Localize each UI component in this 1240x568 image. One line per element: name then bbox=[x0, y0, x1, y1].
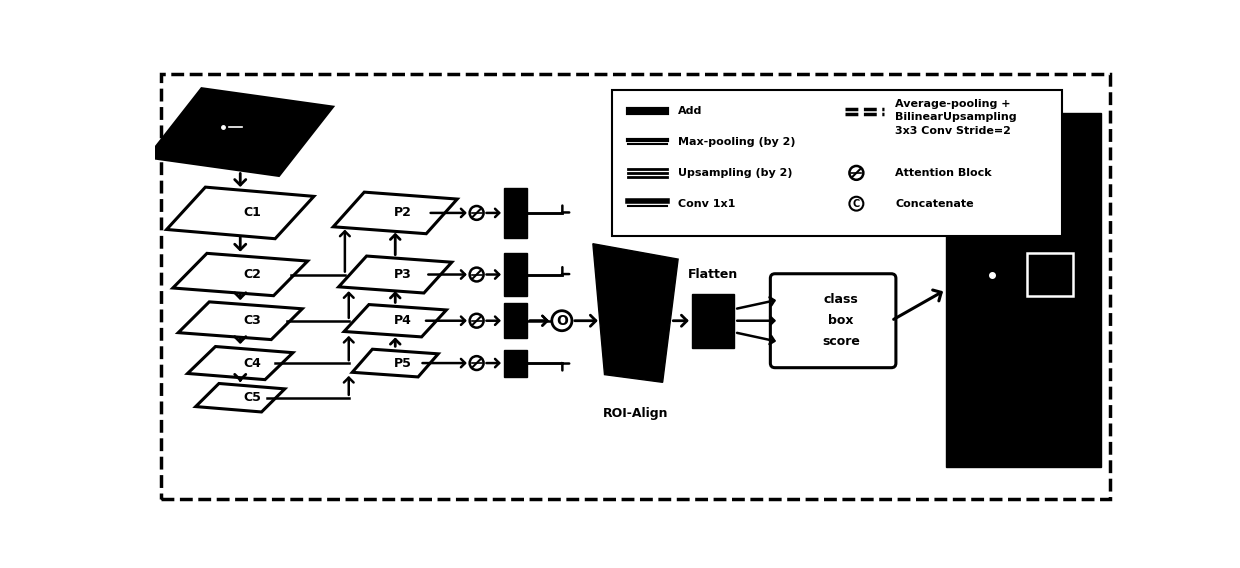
Polygon shape bbox=[593, 244, 678, 382]
Text: box: box bbox=[828, 314, 853, 327]
Bar bbox=[503, 188, 527, 238]
Bar bbox=[692, 294, 734, 348]
Text: class: class bbox=[823, 293, 858, 306]
Text: Upsampling (by 2): Upsampling (by 2) bbox=[678, 168, 792, 178]
Text: P2: P2 bbox=[394, 206, 412, 219]
Text: C: C bbox=[853, 199, 861, 208]
Text: P5: P5 bbox=[394, 357, 412, 370]
Bar bbox=[1027, 253, 1074, 296]
Polygon shape bbox=[172, 253, 308, 296]
Text: Concatenate: Concatenate bbox=[895, 199, 973, 208]
Polygon shape bbox=[187, 346, 293, 379]
Bar bbox=[945, 113, 1101, 467]
Circle shape bbox=[470, 356, 484, 370]
Polygon shape bbox=[179, 302, 303, 340]
Text: O: O bbox=[556, 314, 568, 328]
Text: BilinearUpsampling: BilinearUpsampling bbox=[895, 112, 1017, 123]
Polygon shape bbox=[196, 383, 285, 412]
Text: Average-pooling +: Average-pooling + bbox=[895, 99, 1011, 108]
Text: C4: C4 bbox=[243, 357, 260, 370]
Polygon shape bbox=[339, 256, 451, 293]
Circle shape bbox=[849, 166, 863, 180]
Bar bbox=[503, 253, 527, 296]
Bar bbox=[503, 303, 527, 338]
Bar bbox=[613, 90, 1061, 236]
Circle shape bbox=[849, 197, 863, 211]
FancyBboxPatch shape bbox=[770, 274, 895, 367]
Polygon shape bbox=[352, 349, 438, 377]
Text: Add: Add bbox=[678, 106, 703, 116]
Polygon shape bbox=[334, 192, 458, 233]
Circle shape bbox=[552, 311, 572, 331]
Text: C3: C3 bbox=[243, 314, 260, 327]
Circle shape bbox=[470, 314, 484, 328]
Text: score: score bbox=[822, 335, 859, 348]
Circle shape bbox=[470, 268, 484, 282]
Circle shape bbox=[470, 206, 484, 220]
Text: Conv 1x1: Conv 1x1 bbox=[678, 199, 735, 208]
Text: Attention Block: Attention Block bbox=[895, 168, 992, 178]
Text: C1: C1 bbox=[243, 206, 260, 219]
Text: C5: C5 bbox=[243, 391, 260, 404]
Text: C2: C2 bbox=[243, 268, 260, 281]
Text: ROI-Align: ROI-Align bbox=[603, 407, 668, 420]
Text: Flatten: Flatten bbox=[688, 268, 738, 281]
Text: P4: P4 bbox=[394, 314, 412, 327]
Text: P3: P3 bbox=[394, 268, 412, 281]
Polygon shape bbox=[166, 187, 314, 239]
Text: 3x3 Conv Stride=2: 3x3 Conv Stride=2 bbox=[895, 126, 1011, 136]
Text: Max-pooling (by 2): Max-pooling (by 2) bbox=[678, 137, 796, 147]
Polygon shape bbox=[148, 88, 334, 176]
Polygon shape bbox=[345, 304, 446, 337]
Bar bbox=[503, 349, 527, 377]
